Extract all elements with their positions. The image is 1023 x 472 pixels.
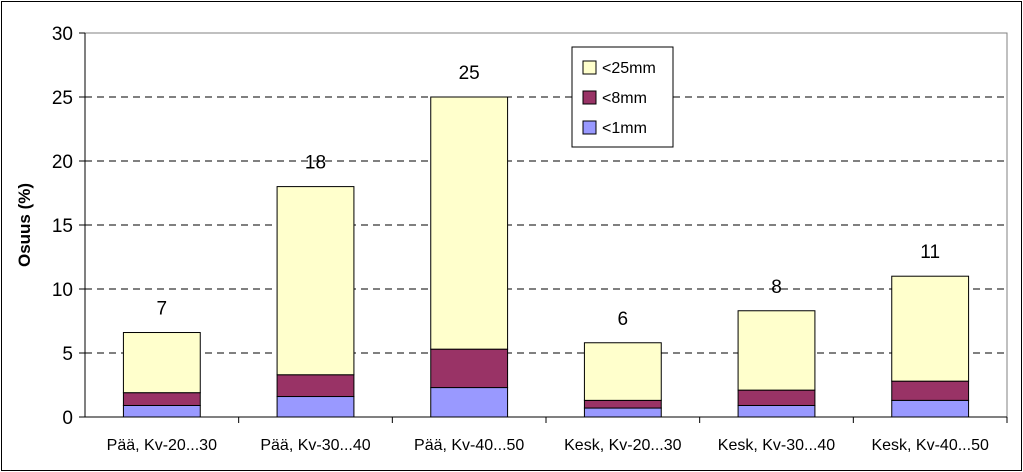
bar-segment [891,399,970,418]
bar-segment [122,404,201,418]
bar-segment [276,396,355,418]
data-label: 18 [305,153,326,174]
bar-segment [891,275,970,382]
legend-swatch [582,90,597,105]
y-axis-label: Osuus (%) [15,183,34,267]
x-tick-label: Pää, Kv-20...30 [107,437,217,454]
y-tick-label: 25 [52,88,73,109]
x-tick-label: Kesk, Kv-40...50 [871,437,988,454]
y-tick-label: 0 [62,408,73,429]
bar-segment [430,348,509,389]
y-tick-label: 15 [52,216,73,237]
bar-segment [430,387,509,418]
data-label: 7 [157,299,168,320]
data-label: 8 [771,277,782,298]
bar-segment [737,404,816,418]
data-label: 11 [920,242,940,263]
legend-swatch [582,60,597,75]
bar-segment [276,374,355,398]
legend-label: <8mm [602,90,647,107]
bar-segment [430,96,509,350]
bar-segment [583,342,662,401]
y-tick-label: 5 [62,344,73,365]
legend-label: <25mm [602,60,656,77]
bar-segment [737,389,816,406]
bar-segment [737,310,816,391]
legend-swatch [582,120,597,135]
bar-segment [122,332,201,394]
x-tick-label: Kesk, Kv-20...30 [564,437,681,454]
x-tick-label: Pää, Kv-30...40 [260,437,370,454]
data-label: 25 [459,63,480,84]
data-label: 6 [618,309,629,330]
bar-segment [583,399,662,409]
bar-segment [276,186,355,376]
bar-segment [122,392,201,406]
x-tick-label: Kesk, Kv-30...40 [718,437,835,454]
y-tick-label: 20 [52,152,73,173]
y-tick-label: 10 [52,280,73,301]
x-tick-label: Pää, Kv-40...50 [414,437,524,454]
bar-segment [891,380,970,401]
legend-label: <1mm [602,120,647,137]
bar-segment [583,407,662,418]
y-tick-label: 30 [52,24,73,45]
